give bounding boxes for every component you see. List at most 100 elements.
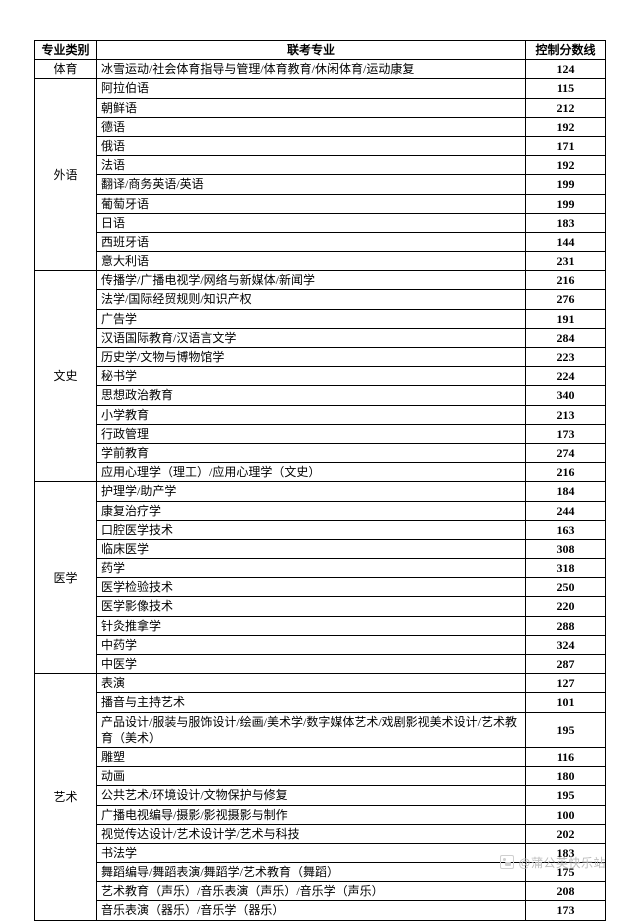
table-row: 广告学191 [35,309,606,328]
score-cell: 288 [526,616,606,635]
score-cell: 308 [526,539,606,558]
watermark-icon [500,855,514,869]
score-cell: 171 [526,136,606,155]
major-cell: 药学 [97,559,526,578]
table-row: 公共艺术/环境设计/文物保护与修复195 [35,786,606,805]
category-cell: 医学 [35,482,97,674]
major-cell: 中药学 [97,635,526,654]
score-cell: 192 [526,156,606,175]
table-row: 中药学324 [35,635,606,654]
major-cell: 小学教育 [97,405,526,424]
table-row: 意大利语231 [35,252,606,271]
score-cell: 318 [526,559,606,578]
score-cell: 213 [526,405,606,424]
score-cell: 100 [526,805,606,824]
page: 专业类别 联考专业 控制分数线 体育冰雪运动/社会体育指导与管理/体育教育/休闲… [0,0,640,879]
score-cell: 287 [526,655,606,674]
major-cell: 行政管理 [97,424,526,443]
score-cell: 216 [526,463,606,482]
major-cell: 广播电视编导/摄影/影视摄影与制作 [97,805,526,824]
watermark: @蒲公英快乐站 [500,854,606,871]
major-cell: 秘书学 [97,367,526,386]
major-cell: 传播学/广播电视学/网络与新媒体/新闻学 [97,271,526,290]
major-cell: 中医学 [97,655,526,674]
score-cell: 276 [526,290,606,309]
major-cell: 汉语国际教育/汉语言文学 [97,328,526,347]
major-cell: 西班牙语 [97,232,526,251]
major-cell: 针灸推拿学 [97,616,526,635]
major-cell: 艺术教育（声乐）/音乐表演（声乐）/音乐学（声乐） [97,882,526,901]
table-row: 行政管理173 [35,424,606,443]
score-cell: 250 [526,578,606,597]
major-cell: 历史学/文物与博物馆学 [97,348,526,367]
major-cell: 口腔医学技术 [97,520,526,539]
score-cell: 216 [526,271,606,290]
score-cell: 180 [526,767,606,786]
major-cell: 德语 [97,117,526,136]
major-cell: 书法学 [97,843,526,862]
table-row: 西班牙语144 [35,232,606,251]
score-cell: 192 [526,117,606,136]
major-cell: 法语 [97,156,526,175]
table-row: 雕塑116 [35,747,606,766]
table-row: 俄语171 [35,136,606,155]
major-cell: 医学影像技术 [97,597,526,616]
major-cell: 日语 [97,213,526,232]
table-row: 动画180 [35,767,606,786]
score-cell: 127 [526,674,606,693]
score-cell: 223 [526,348,606,367]
score-cell: 183 [526,213,606,232]
table-row: 医学护理学/助产学184 [35,482,606,501]
score-cell: 231 [526,252,606,271]
score-cell: 184 [526,482,606,501]
major-cell: 视觉传达设计/艺术设计学/艺术与科技 [97,824,526,843]
major-cell: 俄语 [97,136,526,155]
header-category: 专业类别 [35,41,97,60]
table-row: 思想政治教育340 [35,386,606,405]
score-cell: 124 [526,60,606,79]
category-cell: 体育 [35,60,97,79]
table-header-row: 专业类别 联考专业 控制分数线 [35,41,606,60]
score-cell: 173 [526,424,606,443]
major-cell: 广告学 [97,309,526,328]
header-major: 联考专业 [97,41,526,60]
table-row: 药学318 [35,559,606,578]
score-cell: 173 [526,901,606,920]
major-cell: 播音与主持艺术 [97,693,526,712]
table-row: 艺术表演127 [35,674,606,693]
table-row: 体育冰雪运动/社会体育指导与管理/体育教育/休闲体育/运动康复124 [35,60,606,79]
table-row: 应用心理学（理工）/应用心理学（文史）216 [35,463,606,482]
score-cell: 208 [526,882,606,901]
major-cell: 产品设计/服装与服饰设计/绘画/美术学/数字媒体艺术/戏剧影视美术设计/艺术教育… [97,712,526,747]
table-row: 康复治疗学244 [35,501,606,520]
major-cell: 护理学/助产学 [97,482,526,501]
major-cell: 临床医学 [97,539,526,558]
score-cell: 115 [526,79,606,98]
score-cell: 274 [526,443,606,462]
score-table: 专业类别 联考专业 控制分数线 体育冰雪运动/社会体育指导与管理/体育教育/休闲… [34,40,606,921]
major-cell: 医学检验技术 [97,578,526,597]
category-cell: 文史 [35,271,97,482]
table-row: 艺术教育（声乐）/音乐表演（声乐）/音乐学（声乐）208 [35,882,606,901]
table-row: 口腔医学技术163 [35,520,606,539]
score-cell: 101 [526,693,606,712]
major-cell: 意大利语 [97,252,526,271]
major-cell: 法学/国际经贸规则/知识产权 [97,290,526,309]
score-cell: 199 [526,175,606,194]
major-cell: 翻译/商务英语/英语 [97,175,526,194]
table-row: 视觉传达设计/艺术设计学/艺术与科技202 [35,824,606,843]
score-cell: 202 [526,824,606,843]
score-cell: 284 [526,328,606,347]
score-cell: 244 [526,501,606,520]
table-row: 广播电视编导/摄影/影视摄影与制作100 [35,805,606,824]
score-cell: 220 [526,597,606,616]
major-cell: 葡萄牙语 [97,194,526,213]
major-cell: 表演 [97,674,526,693]
major-cell: 雕塑 [97,747,526,766]
major-cell: 冰雪运动/社会体育指导与管理/体育教育/休闲体育/运动康复 [97,60,526,79]
watermark-text: @蒲公英快乐站 [518,856,606,870]
category-cell: 外语 [35,79,97,271]
table-row: 法语192 [35,156,606,175]
table-row: 音乐表演（器乐）/音乐学（器乐）173 [35,901,606,920]
score-cell: 340 [526,386,606,405]
